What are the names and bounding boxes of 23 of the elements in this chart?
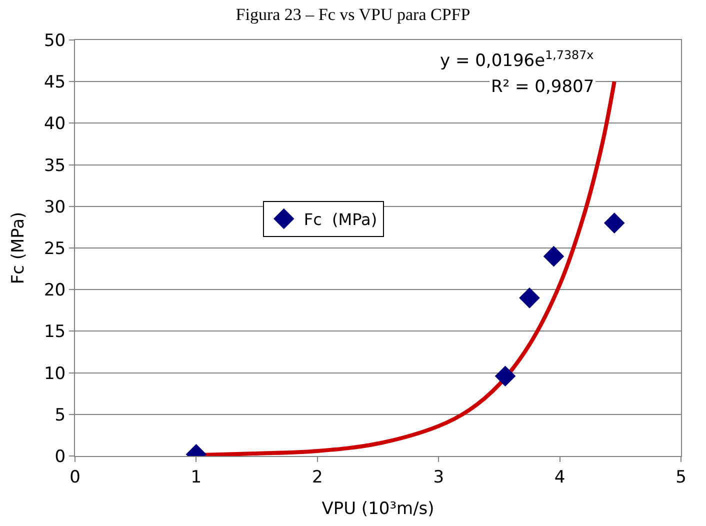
y-tick-label: 45 — [44, 72, 66, 93]
y-tick-label: 35 — [44, 156, 66, 176]
y-axis-title: Fc (MPa) — [8, 212, 29, 284]
x-tick-label: 0 — [70, 467, 80, 488]
y-tick-label: 5 — [54, 405, 66, 426]
y-tick-label: 50 — [44, 30, 66, 51]
y-tick-label: 30 — [44, 197, 66, 218]
chart-title: Figura 23 – Fc vs VPU para CPFP — [236, 4, 470, 24]
y-tick-label: 0 — [54, 446, 66, 467]
y-tick-label: 10 — [44, 364, 66, 384]
x-tick-label: 1 — [190, 467, 202, 488]
x-axis-title: VPU (10³m/s) — [322, 498, 434, 519]
x-tick-label: 2 — [312, 467, 323, 488]
legend-label: Fc (MPa) — [304, 210, 378, 230]
x-tick-label: 4 — [554, 467, 566, 488]
y-tick-label: 15 — [44, 322, 66, 342]
annotation: R² = 0,9807 — [491, 77, 594, 97]
y-tick-label: 20 — [44, 280, 66, 301]
y-tick-label: 25 — [44, 238, 66, 259]
x-tick-label: 3 — [433, 467, 444, 488]
annotation: y = 0,0196e$^{1,7387x}$ — [440, 48, 594, 72]
x-tick-label: 5 — [676, 467, 686, 488]
y-tick-label: 40 — [44, 114, 66, 134]
